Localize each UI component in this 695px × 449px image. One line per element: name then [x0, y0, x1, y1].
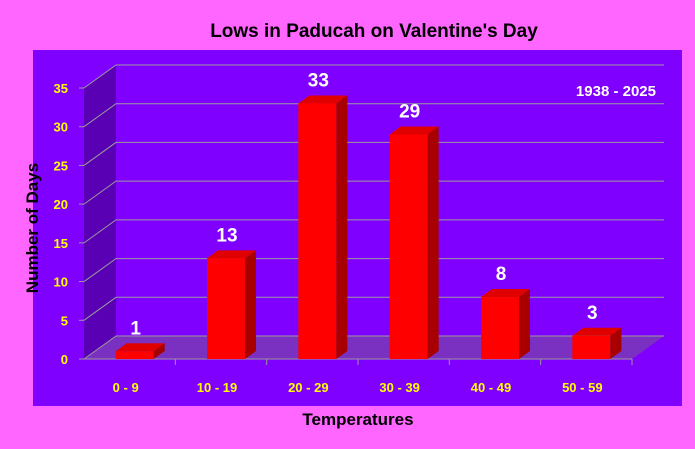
- gridline: [83, 258, 664, 282]
- bar: [572, 327, 622, 359]
- data-label: 3: [587, 303, 598, 324]
- gridline: [83, 219, 664, 244]
- gridline: [83, 64, 664, 89]
- bar: [298, 95, 348, 359]
- chart-side-wall: [84, 65, 116, 359]
- y-tick-label: 30: [54, 120, 68, 135]
- x-tick-label: 0 - 9: [113, 380, 139, 395]
- data-label: 13: [216, 225, 237, 246]
- bar-top: [572, 327, 622, 336]
- bar-front: [207, 258, 245, 359]
- bar-side: [245, 250, 256, 359]
- bars: [115, 95, 622, 359]
- bar-top: [298, 95, 348, 104]
- data-label: 8: [496, 264, 507, 285]
- chart-title: Lows in Paducah on Valentine's Day: [210, 21, 538, 42]
- x-tick-label: 30 - 39: [379, 380, 419, 395]
- y-tick-label: 20: [54, 197, 68, 212]
- bar: [481, 289, 530, 359]
- bar-top: [481, 289, 530, 298]
- x-tick-label: 50 - 59: [562, 380, 602, 395]
- x-tick-label: 40 - 49: [471, 380, 511, 395]
- bar-front: [481, 297, 519, 359]
- bar-side: [336, 95, 348, 359]
- bar-top: [389, 126, 439, 135]
- bar: [389, 126, 439, 359]
- date-range-annotation: 1938 - 2025: [576, 83, 656, 100]
- x-axis-ticks: 0 - 9 10 - 19 20 - 29 30 - 39 40 - 49 50 - 59: [113, 359, 633, 395]
- y-tick-label: 25: [54, 158, 68, 173]
- bar-front: [572, 335, 611, 359]
- y-tick-label: 35: [54, 81, 68, 96]
- x-axis-title: Temperatures: [302, 410, 413, 429]
- data-labels: 1 13 33 29 8 3: [130, 70, 597, 339]
- x-tick-label: 20 - 29: [288, 380, 328, 395]
- bar-side: [519, 289, 530, 359]
- bar-front: [298, 103, 337, 359]
- gridline: [83, 180, 664, 205]
- data-label: 1: [130, 318, 141, 339]
- y-tick-label: 15: [54, 236, 68, 251]
- y-tick-label: 0: [61, 352, 68, 367]
- y-tick-label: 10: [54, 275, 68, 290]
- x-tick-label: 10 - 19: [197, 380, 237, 395]
- y-axis-ticks: 0 5 10 15 20 25 30 35: [54, 81, 68, 367]
- bar-top: [115, 343, 165, 352]
- gridline: [83, 103, 664, 128]
- bar-front: [115, 351, 154, 359]
- bar-side: [427, 126, 439, 359]
- bar-side: [610, 327, 622, 359]
- data-label: 29: [399, 101, 420, 122]
- bar-side: [153, 343, 165, 359]
- data-label: 33: [308, 70, 329, 91]
- bar-front: [389, 134, 428, 359]
- y-tick-label: 5: [61, 313, 68, 328]
- bar-top: [207, 250, 256, 259]
- gridline: [83, 141, 664, 166]
- bar: [207, 250, 256, 359]
- bar: [115, 343, 165, 359]
- y-axis-title: Number of Days: [23, 163, 42, 293]
